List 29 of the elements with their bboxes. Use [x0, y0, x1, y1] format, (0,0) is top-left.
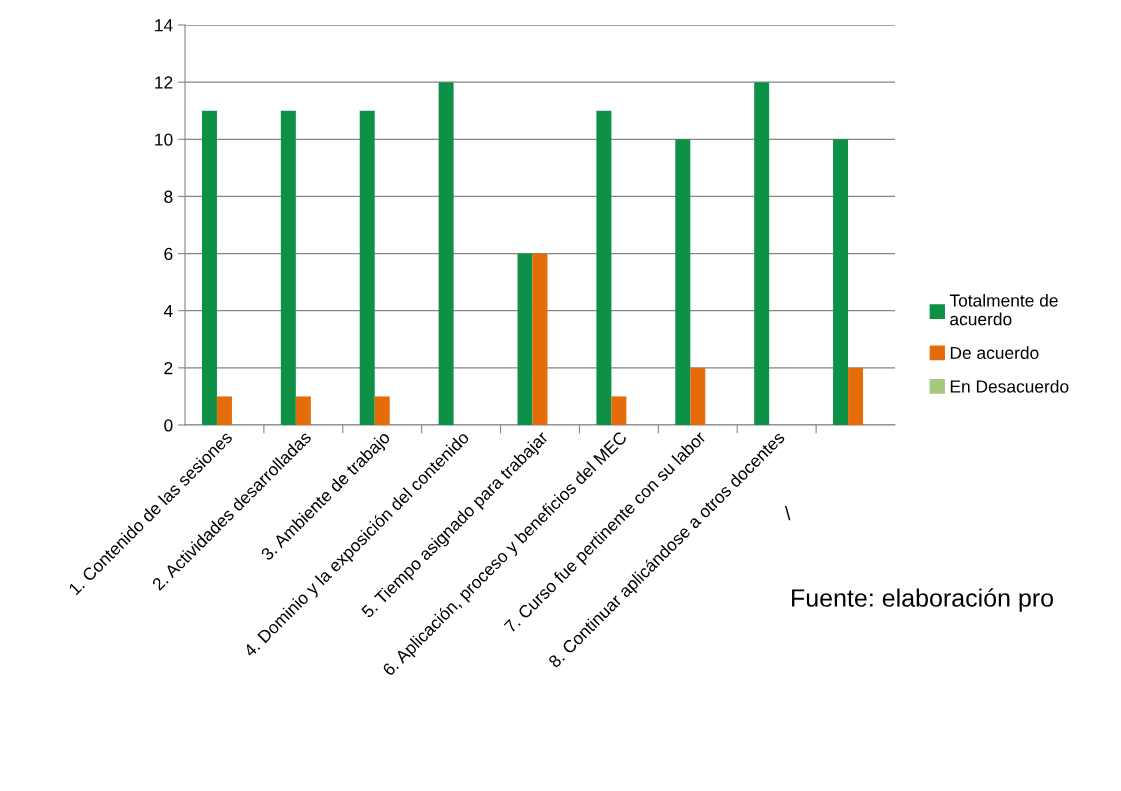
- bar: [532, 253, 548, 425]
- bar: [216, 396, 232, 425]
- bar: [596, 110, 612, 425]
- y-tick-label: 8: [164, 190, 173, 203]
- bar: [848, 367, 864, 425]
- bar: [517, 253, 533, 425]
- legend-label: Totalmente de acuerdo: [949, 293, 1058, 326]
- bar: [438, 82, 454, 425]
- bar: [295, 396, 311, 425]
- bar: [675, 139, 691, 425]
- bar: [754, 82, 770, 425]
- y-tick-label: 12: [155, 76, 173, 89]
- bar: [374, 396, 390, 425]
- y-tick-label: 14: [155, 19, 173, 32]
- legend-label: En Desacuerdo: [950, 379, 1069, 393]
- bar: [690, 367, 706, 425]
- y-tick-label: 0: [164, 419, 173, 432]
- legend-label: De acuerdo: [950, 346, 1039, 360]
- source-note: Fuente: elaboración pro: [792, 588, 1054, 612]
- text: \: [785, 505, 791, 521]
- y-tick-label: 2: [164, 362, 173, 375]
- bar: [201, 110, 217, 425]
- y-tick-label: 10: [155, 133, 173, 146]
- bar: [359, 110, 375, 425]
- y-tick-label: 6: [164, 247, 173, 261]
- bar: [611, 396, 627, 425]
- bar: [833, 139, 849, 425]
- y-tick-label: 4: [163, 305, 173, 317]
- bar: [280, 110, 296, 425]
